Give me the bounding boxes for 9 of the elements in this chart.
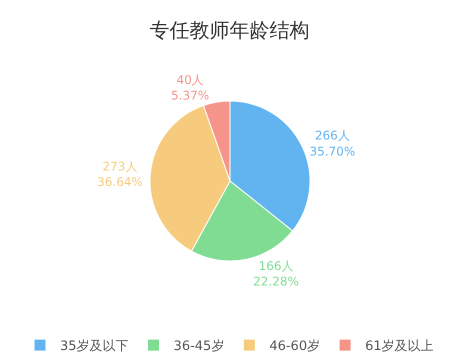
legend-label: 36-45岁 [174,339,224,354]
data-label: 266人 35.70% [309,128,356,158]
data-label: 273人 36.64% [97,160,143,190]
data-label: 166人 22.28% [253,258,299,288]
legend-label: 46-60岁 [269,339,320,354]
data-label: 40人 5.37% [171,72,210,103]
legend-label: 35岁及以下 [60,339,129,354]
legend-label: 61岁及以上 [365,339,434,354]
chart-title: 专任教师年龄结构 [150,18,310,42]
